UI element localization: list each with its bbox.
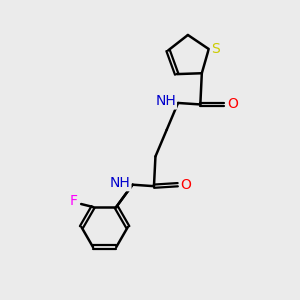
Text: NH: NH — [155, 94, 176, 109]
Text: O: O — [181, 178, 191, 192]
Text: S: S — [211, 42, 220, 56]
Text: NH: NH — [110, 176, 130, 190]
Text: O: O — [227, 98, 238, 111]
Text: F: F — [70, 194, 78, 208]
